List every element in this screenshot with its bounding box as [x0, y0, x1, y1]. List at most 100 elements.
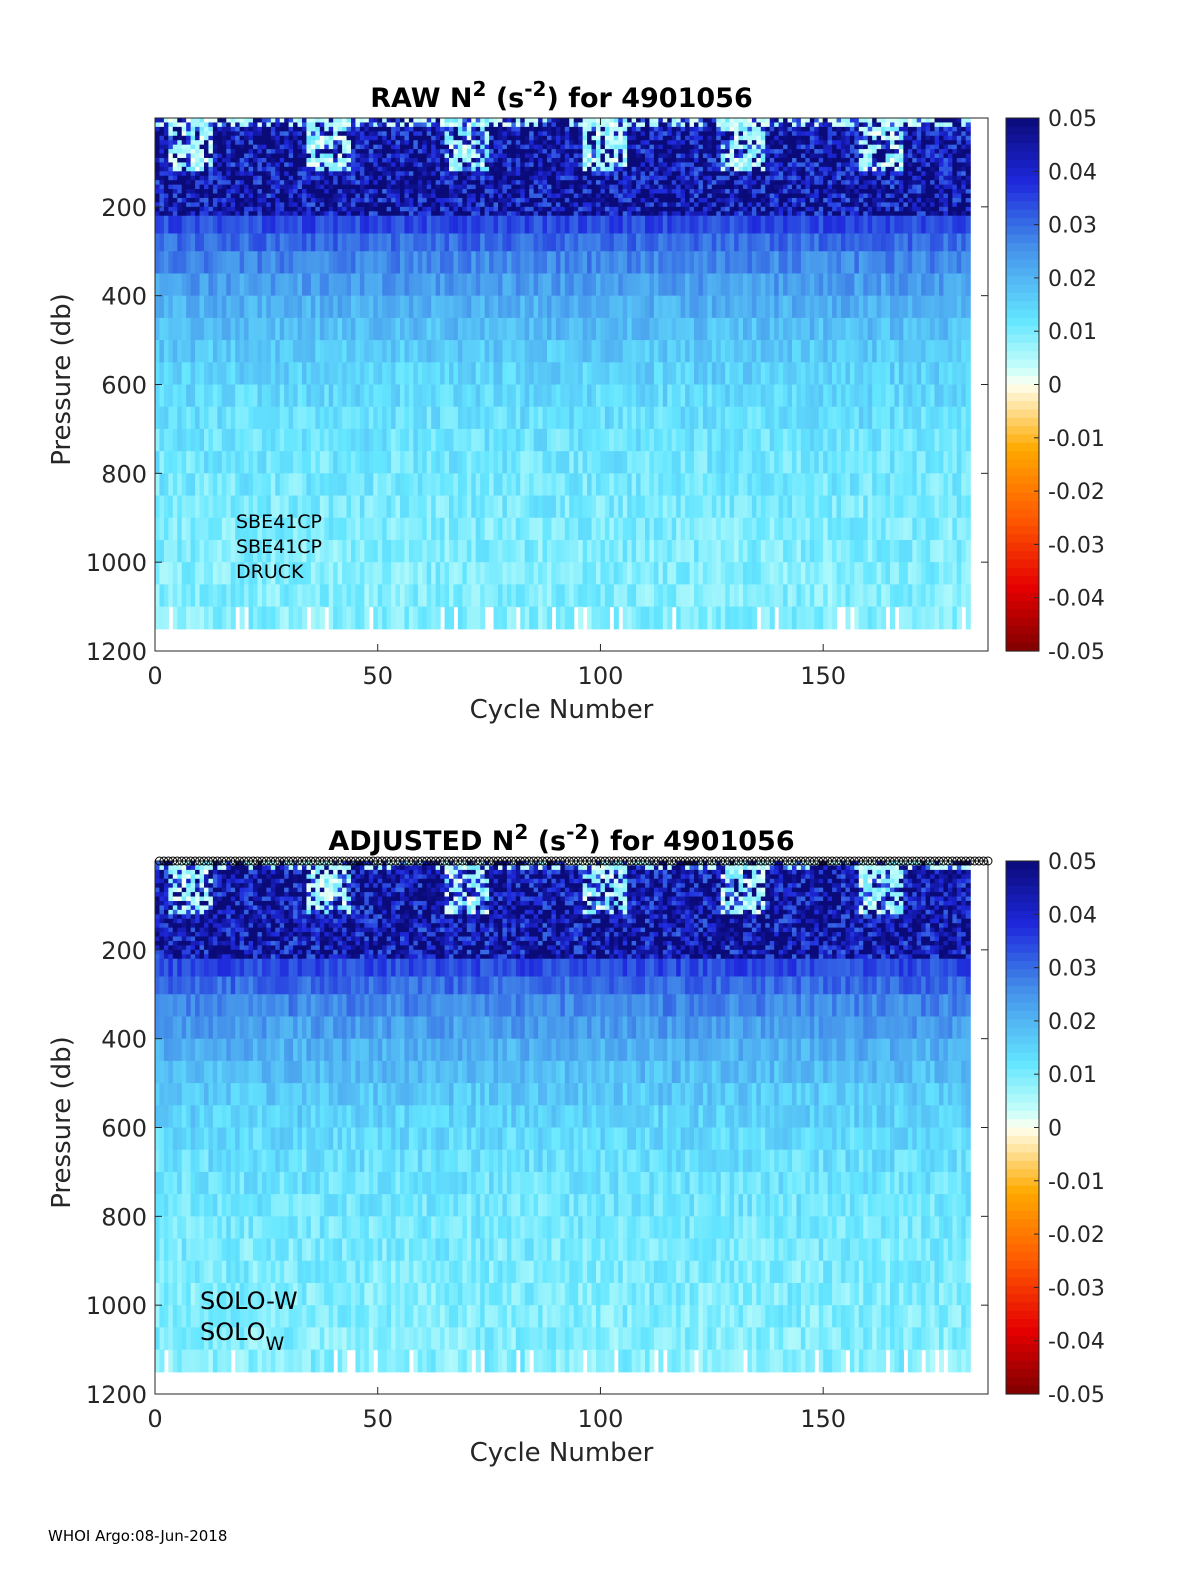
heatmap-cell	[230, 317, 236, 341]
heatmap-cell	[306, 193, 312, 199]
heatmap-cell	[257, 317, 263, 341]
heatmap-cell	[284, 211, 290, 217]
heatmap-cell	[462, 180, 468, 186]
heatmap-cell	[333, 140, 339, 146]
heatmap-cell	[627, 184, 633, 190]
heatmap-cell	[631, 175, 637, 181]
heatmap-cell	[226, 562, 232, 585]
heatmap-cell	[613, 495, 619, 519]
heatmap-cell	[404, 211, 410, 217]
heatmap-cell	[270, 144, 276, 150]
heatmap-cell	[604, 562, 610, 585]
heatmap-cell	[235, 340, 241, 363]
heatmap-cell	[279, 122, 285, 128]
heatmap-cell	[168, 149, 174, 155]
heatmap-cell	[355, 495, 361, 519]
heatmap-cell	[168, 144, 174, 150]
heatmap-cell	[244, 340, 250, 363]
heatmap-cell	[319, 340, 325, 363]
heatmap-cell	[328, 175, 334, 181]
heatmap-cell	[689, 140, 695, 146]
heatmap-cell	[395, 211, 401, 217]
heatmap-cell	[502, 211, 508, 217]
heatmap-cell	[587, 175, 593, 181]
heatmap-cell	[573, 184, 579, 190]
heatmap-cell	[417, 162, 423, 168]
heatmap-cell	[257, 135, 263, 141]
heatmap-cell	[689, 166, 695, 172]
heatmap-cell	[457, 562, 463, 585]
heatmap-cell	[310, 202, 316, 208]
heatmap-cell	[400, 149, 406, 155]
heatmap-cell	[163, 233, 169, 252]
heatmap-cell	[310, 539, 316, 563]
heatmap-cell	[538, 135, 544, 141]
heatmap-cell	[159, 162, 165, 168]
heatmap-cell	[177, 384, 183, 408]
heatmap-cell	[667, 317, 673, 341]
heatmap-cell	[253, 206, 259, 212]
heatmap-cell	[600, 131, 606, 137]
heatmap-cell	[359, 180, 365, 186]
heatmap-cell	[560, 122, 566, 128]
heatmap-cell	[498, 495, 504, 519]
heatmap-cell	[604, 584, 610, 608]
heatmap-cell	[248, 206, 254, 212]
heatmap-cell	[662, 144, 668, 150]
heatmap-cell	[261, 362, 267, 386]
heatmap-cell	[462, 162, 468, 168]
heatmap-cell	[342, 193, 348, 199]
heatmap-cell	[618, 180, 624, 186]
heatmap-cell	[226, 193, 232, 199]
heatmap-cell	[395, 153, 401, 159]
heatmap-cell	[377, 193, 383, 199]
heatmap-cell	[293, 166, 299, 172]
heatmap-cell	[475, 162, 481, 168]
heatmap-cell	[587, 428, 593, 452]
heatmap-cell	[355, 122, 361, 128]
heatmap-cell	[253, 584, 259, 608]
heatmap-cell	[270, 428, 276, 452]
heatmap-cell	[547, 118, 553, 124]
heatmap-cell	[159, 175, 165, 181]
heatmap-cell	[391, 162, 397, 168]
heatmap-cell	[694, 202, 700, 208]
heatmap-cell	[253, 171, 259, 177]
heatmap-cell	[261, 149, 267, 155]
heatmap-cell	[212, 157, 218, 164]
heatmap-cell	[426, 149, 432, 155]
heatmap-cell	[190, 118, 196, 124]
heatmap-cell	[600, 451, 606, 474]
heatmap-cell	[573, 135, 579, 141]
heatmap-cell	[217, 211, 223, 217]
heatmap-cell	[257, 166, 263, 172]
heatmap-cell	[306, 202, 312, 208]
heatmap-cell	[685, 197, 691, 203]
heatmap-cell	[515, 153, 521, 159]
heatmap-cell	[328, 135, 334, 141]
heatmap-cell	[337, 206, 343, 212]
heatmap-cell	[618, 362, 624, 386]
heatmap-cell	[453, 295, 459, 319]
heatmap-cell	[342, 157, 348, 164]
heatmap-cell	[609, 157, 615, 164]
heatmap-cell	[600, 166, 606, 172]
heatmap-cell	[226, 384, 232, 408]
heatmap-cell	[297, 517, 303, 541]
heatmap-cell	[239, 317, 245, 341]
heatmap-cell	[181, 517, 187, 541]
heatmap-cell	[622, 144, 628, 150]
heatmap-cell	[449, 251, 455, 275]
heatmap-cell	[195, 162, 201, 168]
heatmap-cell	[667, 273, 673, 297]
heatmap-cell	[275, 317, 281, 341]
heatmap-cell	[181, 384, 187, 408]
heatmap-cell	[453, 233, 459, 252]
heatmap-cell	[288, 406, 294, 430]
heatmap-cell	[676, 317, 682, 341]
heatmap-cell	[564, 340, 570, 363]
heatmap-cell	[547, 362, 553, 386]
heatmap-cell	[564, 211, 570, 217]
heatmap-cell	[475, 384, 481, 408]
heatmap-cell	[400, 473, 406, 497]
